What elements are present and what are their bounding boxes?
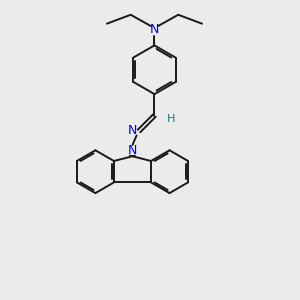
Text: N: N [128,144,137,157]
Text: H: H [167,114,175,124]
Text: N: N [150,23,159,36]
Text: N: N [128,124,137,137]
